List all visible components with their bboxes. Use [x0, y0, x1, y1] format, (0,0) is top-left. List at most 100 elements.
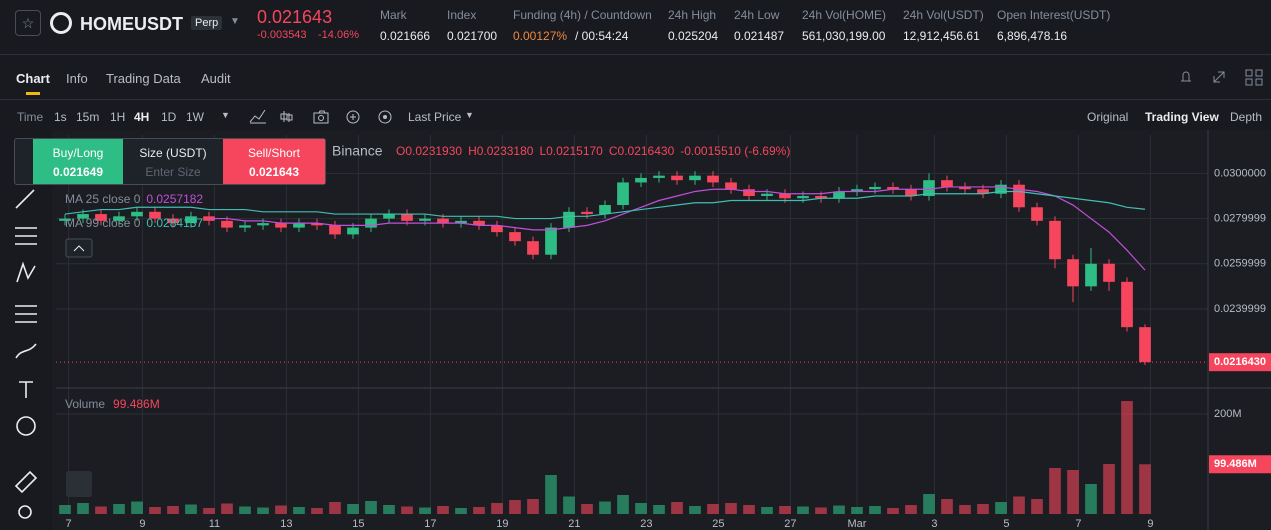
volume-bar: [365, 501, 377, 514]
candle-body: [851, 189, 863, 192]
tab[interactable]: Trading Data: [106, 71, 181, 86]
x-tick-label: 25: [712, 518, 724, 530]
volume-bar: [761, 507, 773, 514]
text-tool[interactable]: [19, 381, 33, 398]
volume-bar: [671, 502, 683, 514]
pattern-tool[interactable]: [16, 261, 36, 283]
volume-bar: [293, 507, 305, 514]
sell-price: 0.021643: [248, 165, 300, 179]
candle-body: [977, 189, 989, 194]
price-change: -0.003543: [257, 29, 307, 41]
layout-icon[interactable]: [1245, 69, 1263, 86]
fib-tool[interactable]: [15, 227, 37, 245]
x-tick-label: 9: [139, 518, 145, 530]
legend-collapse[interactable]: [65, 238, 93, 258]
tab[interactable]: Audit: [201, 71, 231, 86]
volume-bar: [383, 505, 395, 514]
volume-bar: [545, 475, 557, 514]
view-option[interactable]: Depth: [1230, 110, 1263, 124]
add-plus: [350, 114, 356, 120]
trend-line-tool[interactable]: [15, 189, 35, 209]
volume-bar: [851, 507, 863, 514]
last-price-label: 0.0216430: [1214, 356, 1266, 368]
indicator-icon[interactable]: [249, 109, 266, 124]
volume-bar: [275, 505, 287, 514]
volume-legend-value: 99.486M: [113, 397, 160, 411]
y-tick-label: 0.0239999: [1214, 303, 1266, 315]
tab[interactable]: Info: [66, 71, 88, 86]
volume-bar: [869, 506, 881, 514]
volume-bar: [1031, 499, 1043, 514]
last-price-tag: [1209, 353, 1271, 372]
interval[interactable]: 1s: [54, 110, 67, 124]
volume-bar: [617, 495, 629, 514]
volume-bar: [653, 505, 665, 514]
volume-bar: [203, 508, 215, 514]
legend-name: MA 25 close 0: [65, 192, 141, 206]
zoom-tool[interactable]: [18, 505, 32, 519]
interval[interactable]: 15m: [76, 110, 100, 124]
ma-line: [64, 190, 1146, 220]
interval[interactable]: 4H: [134, 110, 150, 124]
interval-dropdown[interactable]: ▼: [221, 110, 230, 120]
view-option[interactable]: Original: [1087, 110, 1129, 124]
favorite-button[interactable]: ☆: [15, 10, 41, 36]
alert-icon[interactable]: [1181, 71, 1191, 82]
size-input[interactable]: Size (USDT) Enter Size: [123, 139, 223, 184]
y-tick-label: 0.0279999: [1214, 212, 1266, 224]
candle-body: [689, 175, 701, 181]
legend-value: 0.0257182: [146, 192, 203, 206]
interval[interactable]: 1H: [110, 110, 126, 124]
buy-button[interactable]: Buy/Long 0.021649: [33, 139, 123, 184]
price-type[interactable]: Last Price: [408, 110, 462, 124]
fullscreen-icon[interactable]: [1213, 71, 1225, 83]
legend-ohlc: -0.0015510 (-6.69%): [680, 144, 790, 158]
measure-tool[interactable]: [14, 470, 38, 494]
settings-icon[interactable]: [378, 110, 392, 124]
price-type-caret[interactable]: ▼: [465, 110, 474, 120]
volume-bar: [437, 506, 449, 514]
volume-bar: [887, 508, 899, 514]
candle-body: [653, 175, 665, 178]
legend-ohlc: L0.0215170: [539, 144, 603, 158]
volume-bar: [473, 507, 485, 514]
volume-bar: [185, 504, 197, 514]
volume-bar: [1103, 464, 1115, 514]
candle-body: [509, 232, 521, 242]
chart-type-icon[interactable]: [280, 111, 293, 122]
stat-label: Index: [447, 8, 477, 22]
symbol[interactable]: HOMEUSDT: [80, 14, 183, 34]
emoji-tool[interactable]: [16, 416, 36, 436]
tab[interactable]: Chart: [16, 71, 50, 86]
snapshot-icon[interactable]: [313, 110, 329, 124]
x-tick-label: 13: [280, 518, 292, 530]
candle-body: [671, 175, 683, 181]
sell-button[interactable]: Sell/Short 0.021643: [223, 139, 325, 184]
view-option[interactable]: Trading View: [1145, 110, 1219, 124]
volume-bar: [1085, 484, 1097, 514]
volume-bar: [797, 506, 809, 514]
projection-tool[interactable]: [15, 305, 37, 323]
volume-bar: [113, 504, 125, 514]
interval[interactable]: 1W: [186, 110, 204, 124]
interval[interactable]: 1D: [161, 110, 177, 124]
candle-body: [311, 223, 323, 226]
candle-body: [743, 189, 755, 196]
volume-bar: [923, 494, 935, 514]
brush-tool[interactable]: [15, 343, 37, 359]
candle-body: [1067, 259, 1079, 287]
x-tick-label: 3: [931, 518, 937, 530]
x-tick-label: 17: [424, 518, 436, 530]
legend-ohlc: C0.0216430: [609, 144, 675, 158]
volume-bar: [347, 504, 359, 514]
drawing-tools: [14, 189, 38, 519]
x-tick-label: 19: [496, 518, 508, 530]
time-label: Time: [17, 110, 44, 124]
volume-bar: [1139, 464, 1151, 514]
volume-bar: [707, 504, 719, 514]
symbol-dropdown[interactable]: ▼: [230, 16, 240, 27]
add-icon[interactable]: [346, 110, 360, 124]
volume-tag-label: 99.486M: [1214, 458, 1257, 470]
stat-value: 12,912,456.61: [903, 29, 980, 43]
volume-bar: [977, 504, 989, 514]
